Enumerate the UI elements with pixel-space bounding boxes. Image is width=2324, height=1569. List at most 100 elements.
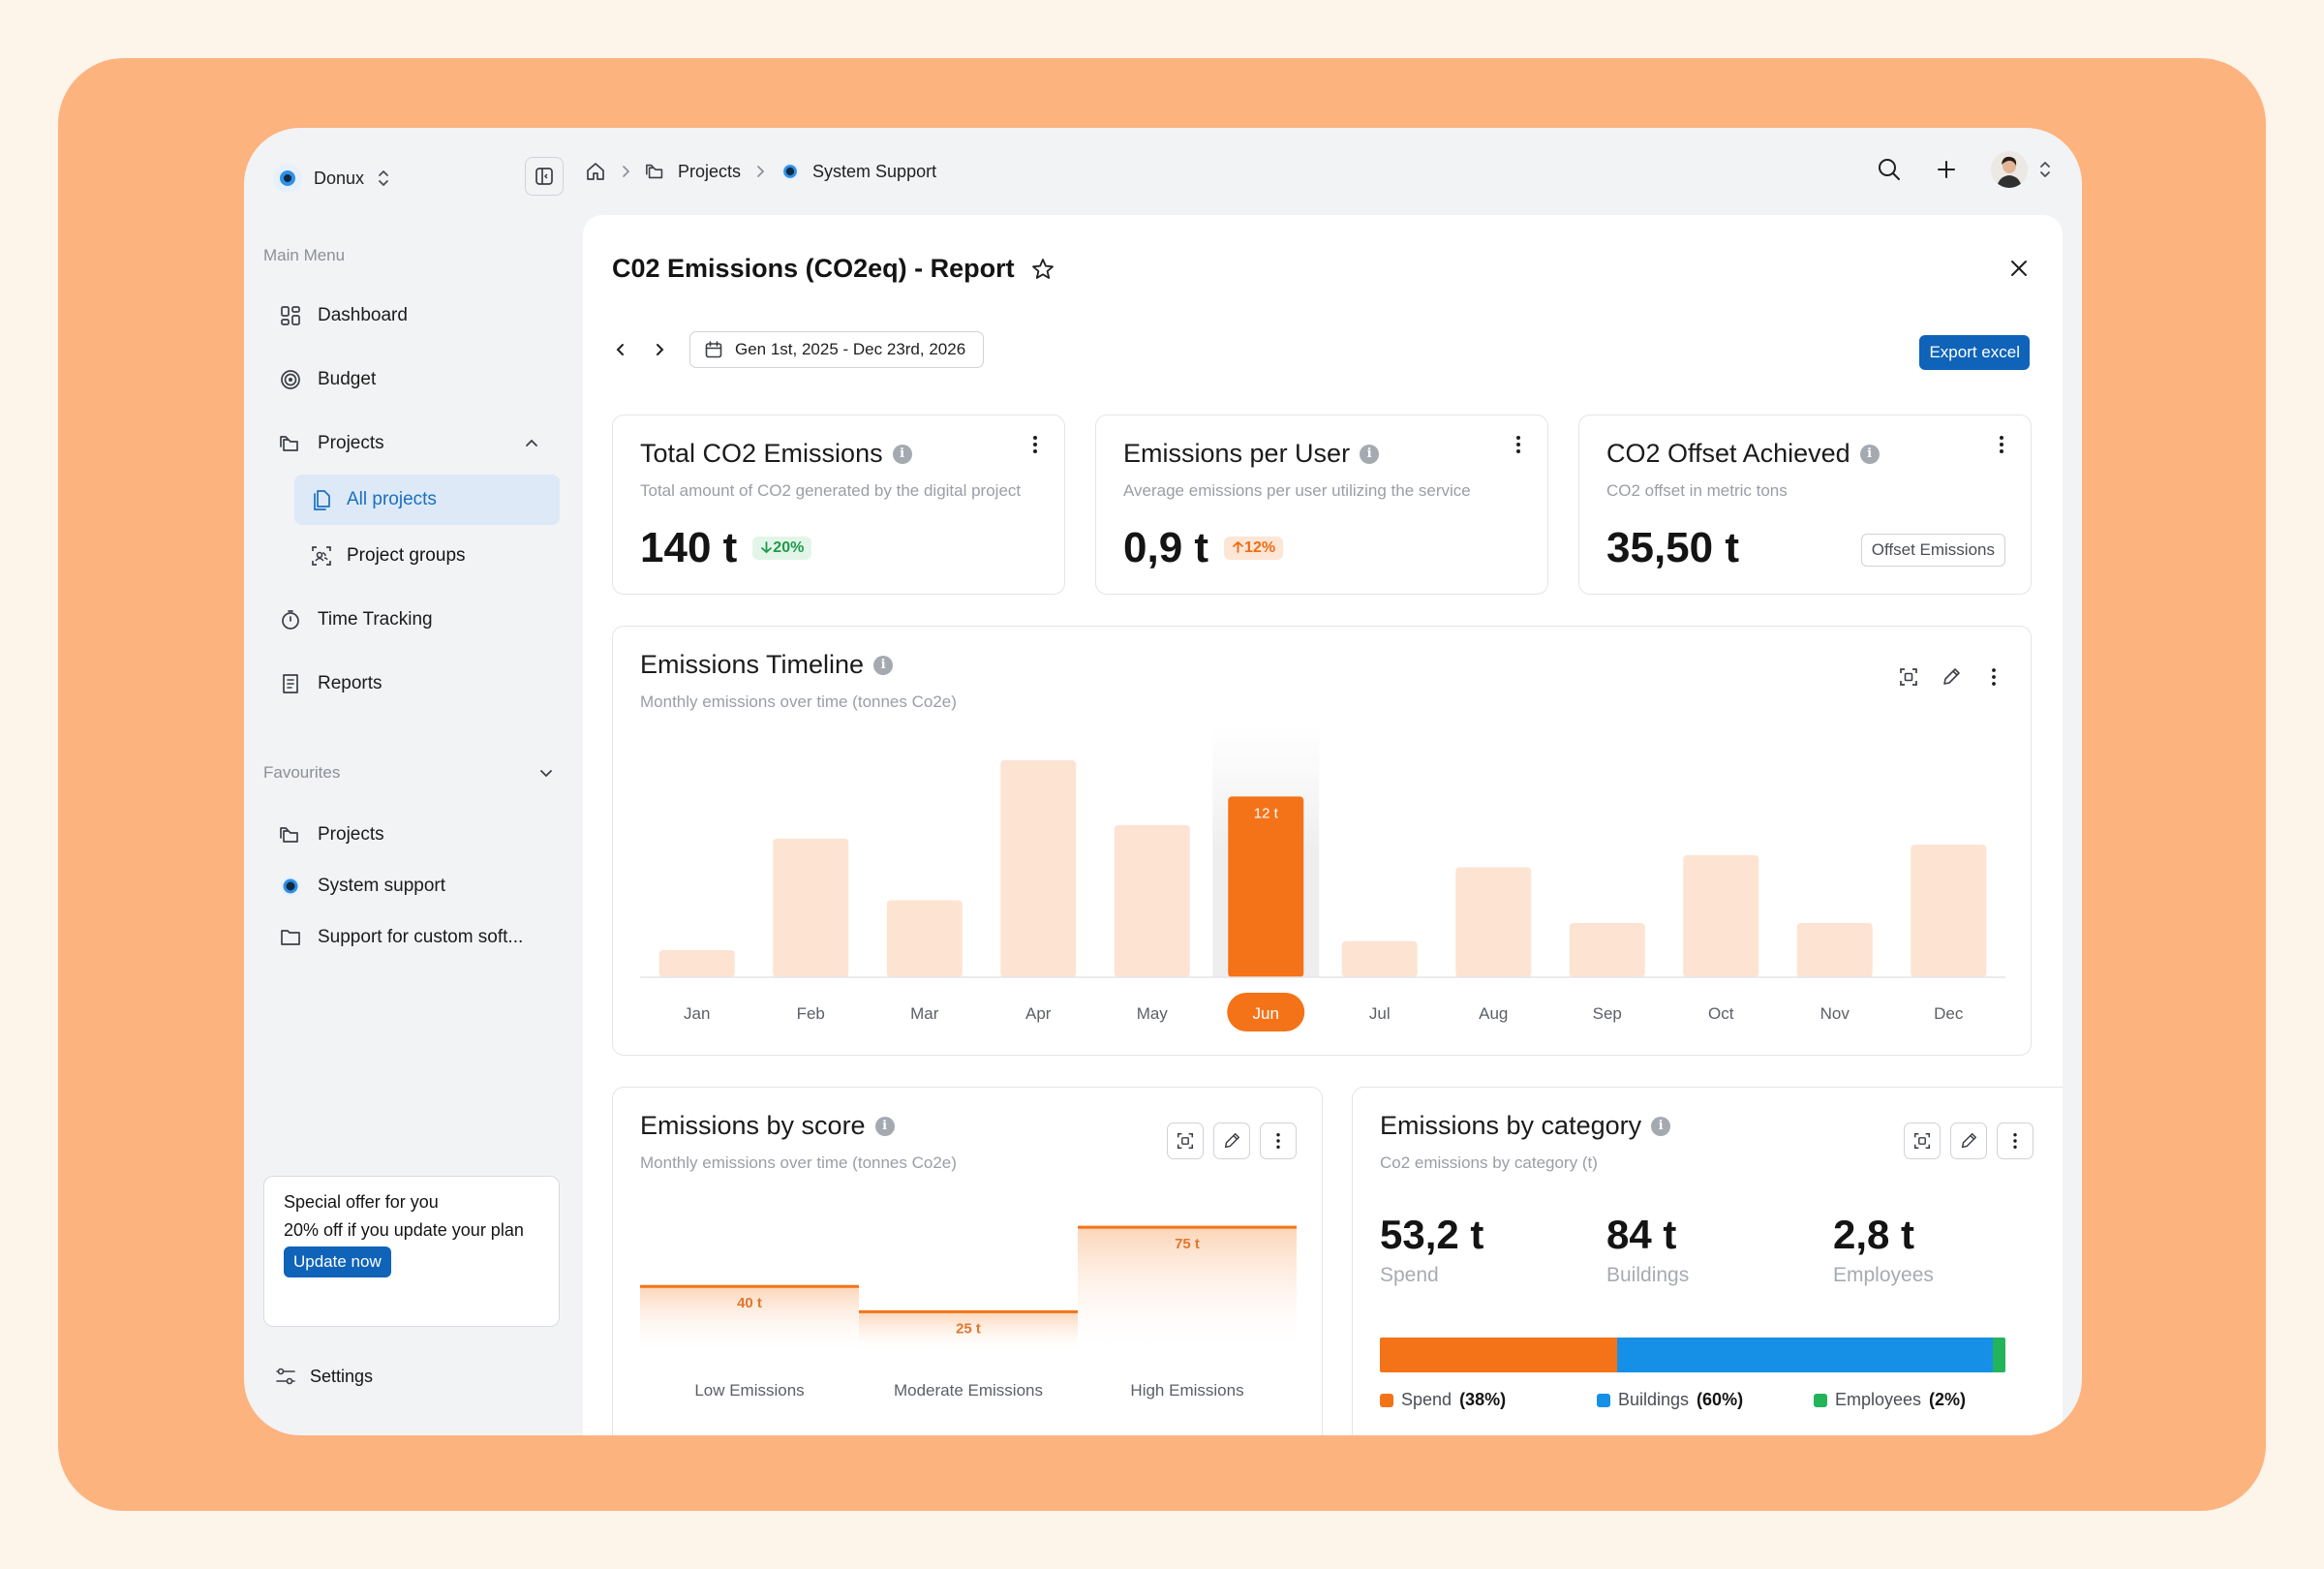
legend-label: Buildings	[1618, 1390, 1690, 1409]
folders-icon	[646, 164, 663, 179]
section-title-row: Emissions by score i	[640, 1111, 895, 1141]
more-button[interactable]	[1997, 1123, 2034, 1159]
sidebar-item-reports[interactable]: Reports	[279, 664, 382, 703]
pencil-icon	[1943, 668, 1960, 685]
active-month-pill[interactable]	[1227, 993, 1305, 1031]
bar-feb[interactable]	[773, 838, 849, 977]
home-icon[interactable]	[585, 161, 606, 182]
bar-apr[interactable]	[1000, 760, 1077, 977]
info-icon[interactable]: i	[873, 655, 894, 675]
workspace-name: Donux	[314, 168, 365, 188]
focus-button[interactable]	[1167, 1123, 1204, 1159]
bar-sep[interactable]	[1569, 923, 1645, 977]
score-step-chart: 40 t Low Emissions 25 t Moderate Emissions 7…	[640, 1225, 1297, 1400]
trend-badge-value: 20%	[773, 539, 805, 556]
kpi-title: CO2 Offset Achieved	[1606, 439, 1850, 468]
more-vertical-icon[interactable]	[1992, 433, 2011, 456]
date-navigation: Gen 1st, 2025 - Dec 23rd, 2026	[612, 331, 985, 368]
collapse-sidebar-button[interactable]	[525, 157, 564, 196]
info-icon[interactable]: i	[1360, 444, 1380, 464]
info-icon[interactable]: i	[1651, 1116, 1671, 1136]
category-value-spend: 53,2 t	[1380, 1212, 1484, 1257]
kpi-subtitle: CO2 offset in metric tons	[1606, 481, 1788, 500]
bar-jun[interactable]	[1228, 796, 1304, 977]
bar-oct[interactable]	[1683, 855, 1759, 977]
stacked-bar-segment-employees	[1993, 1338, 2005, 1372]
search-icon[interactable]	[1877, 157, 1902, 182]
kpi-subtitle: Average emissions per user utilizing the…	[1123, 481, 1471, 500]
more-button[interactable]	[1982, 665, 2005, 689]
info-icon[interactable]: i	[892, 444, 912, 464]
sidebar-item-projects[interactable]: Projects	[279, 424, 384, 463]
x-tick-label: Sep	[1593, 1004, 1622, 1023]
kpi-title-row: CO2 Offset Achieved i	[1606, 439, 1880, 469]
bar-nov[interactable]	[1796, 923, 1873, 977]
export-excel-button[interactable]: Export excel	[1919, 335, 2030, 370]
star-icon[interactable]	[1030, 257, 1055, 282]
legend-buildings: Buildings (60%)	[1597, 1390, 1743, 1410]
more-vertical-icon[interactable]	[1509, 433, 1528, 456]
plus-icon[interactable]	[1935, 158, 1958, 181]
user-menu[interactable]	[1991, 151, 2053, 188]
close-icon[interactable]	[2004, 254, 2034, 283]
breadcrumb-projects[interactable]: Projects	[678, 161, 742, 181]
more-vertical-icon	[1992, 668, 1996, 686]
score-bar-0[interactable]	[640, 1286, 859, 1354]
chevron-down-icon[interactable]	[537, 764, 555, 782]
settings-link[interactable]: Settings	[275, 1366, 373, 1387]
legend-swatch	[1380, 1393, 1393, 1407]
sidebar-item-dashboard[interactable]: Dashboard	[279, 296, 408, 335]
sidebar-item-budget[interactable]: Budget	[279, 360, 376, 399]
offset-emissions-button[interactable]: Offset Emissions	[1860, 534, 2005, 567]
stopwatch-icon	[282, 610, 299, 630]
category-label-spend: Spend	[1380, 1264, 1439, 1286]
favourite-item-custom-software[interactable]: Support for custom soft...	[279, 918, 523, 957]
sidebar-item-project-groups[interactable]: Project groups	[294, 531, 560, 581]
focus-icon	[1913, 1132, 1931, 1150]
favourite-item-projects[interactable]: Projects	[279, 815, 384, 854]
more-button[interactable]	[1260, 1123, 1297, 1159]
breadcrumb-current[interactable]: System Support	[812, 161, 937, 181]
chevron-right-icon[interactable]	[651, 341, 668, 358]
bar-may[interactable]	[1114, 824, 1190, 977]
date-range-picker[interactable]: Gen 1st, 2025 - Dec 23rd, 2026	[689, 331, 985, 368]
favourite-item-system-support[interactable]: System support	[279, 867, 445, 906]
section-title-row: Emissions Timeline i	[640, 650, 894, 680]
score-bar-2[interactable]	[1078, 1227, 1297, 1354]
edit-button[interactable]	[1950, 1123, 1987, 1159]
group-icon	[312, 546, 331, 566]
bar-jan[interactable]	[658, 950, 735, 977]
workspace-switcher[interactable]: Donux	[273, 159, 391, 198]
bar-dec[interactable]	[1911, 845, 1987, 977]
x-tick-label: High Emissions	[1130, 1381, 1243, 1400]
main-menu-title: Main Menu	[263, 246, 346, 264]
x-tick-label: Oct	[1708, 1004, 1734, 1023]
chart-tools	[1897, 665, 2005, 689]
more-vertical-icon[interactable]	[1025, 433, 1045, 456]
section-subtitle: Co2 emissions by category (t)	[1380, 1154, 1598, 1172]
kpi-title-row: Emissions per User i	[1123, 439, 1380, 469]
bar-mar[interactable]	[886, 900, 963, 977]
emissions-by-score-card: Emissions by score i Monthly emissions o…	[612, 1087, 1323, 1435]
edit-button[interactable]	[1213, 1123, 1250, 1159]
bar-aug[interactable]	[1455, 867, 1532, 977]
legend-swatch	[1597, 1393, 1610, 1407]
bar-jul[interactable]	[1341, 940, 1418, 977]
category-value-employees: 2,8 t	[1833, 1212, 1915, 1257]
edit-button[interactable]	[1940, 665, 1963, 689]
sliders-icon	[276, 1368, 295, 1385]
chevron-up-icon[interactable]	[523, 435, 540, 452]
info-icon[interactable]: i	[1859, 444, 1880, 464]
score-bar-1[interactable]	[859, 1311, 1078, 1354]
sidebar-item-all-projects[interactable]: All projects	[294, 475, 560, 525]
update-now-button[interactable]: Update now	[284, 1246, 391, 1277]
kpi-value-row: 140 t 20%	[640, 524, 812, 572]
sidebar-item-time-tracking[interactable]: Time Tracking	[279, 600, 433, 639]
chevron-left-icon[interactable]	[612, 341, 629, 358]
section-title: Emissions by score	[640, 1111, 866, 1140]
favourites-title: Favourites	[263, 763, 341, 782]
sidebar-toggle-icon	[535, 168, 553, 185]
info-icon[interactable]: i	[874, 1116, 895, 1136]
focus-button[interactable]	[1904, 1123, 1941, 1159]
focus-button[interactable]	[1897, 665, 1920, 689]
